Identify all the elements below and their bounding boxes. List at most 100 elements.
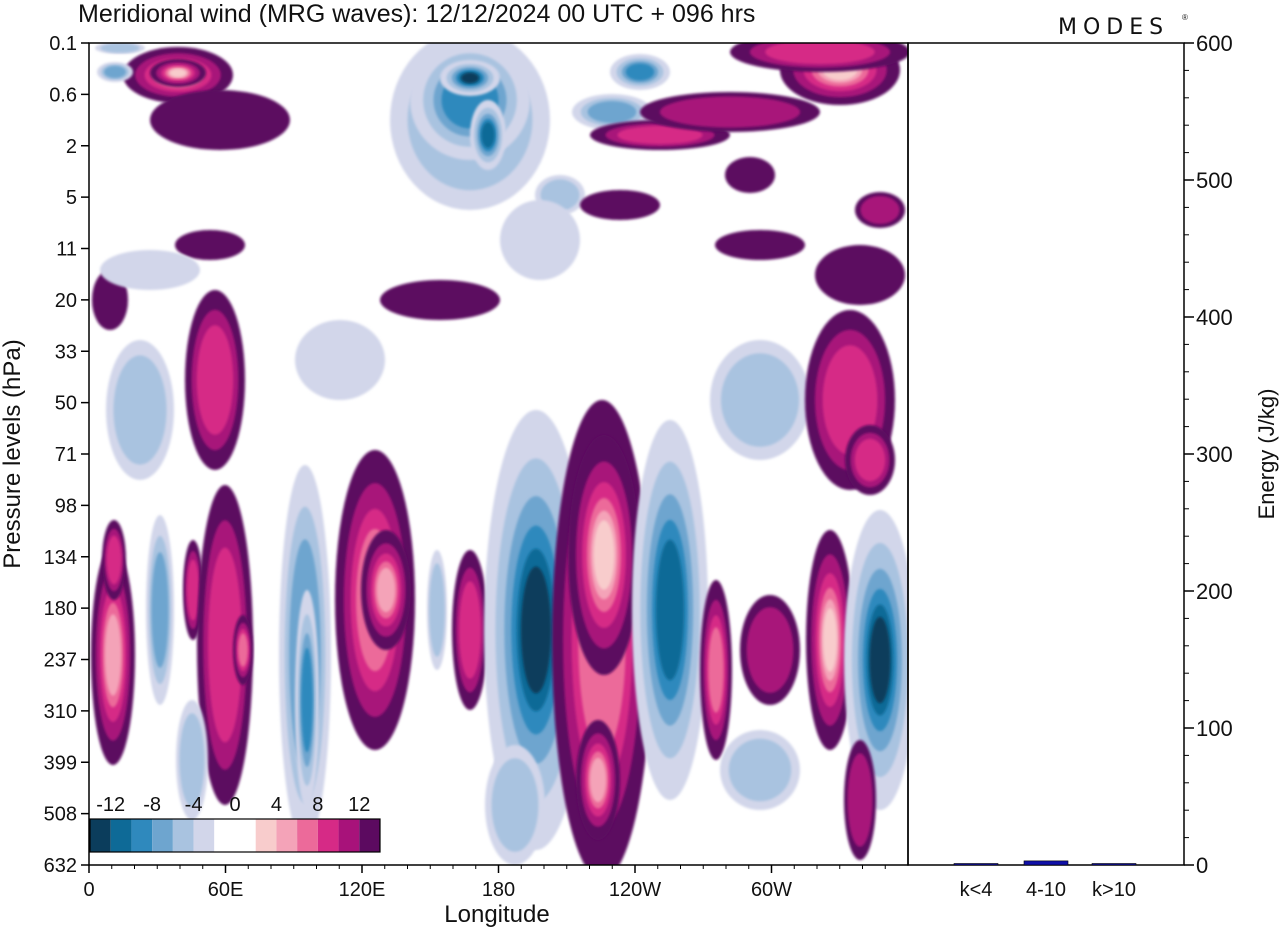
colorbar-swatch [276,819,298,852]
energy-tick-label: 500 [1196,168,1233,193]
positive-contour [854,438,886,482]
y-tick-label: 5 [66,187,77,209]
colorbar-swatch [359,819,380,852]
negative-contour [500,200,580,280]
negative-contour [587,101,637,123]
colorbar-swatch [193,819,215,852]
energy-tick-label: 400 [1196,305,1233,330]
negative-contour [301,647,313,753]
colorbar-swatch [297,819,318,852]
positive-contour [196,325,234,435]
energy-tick-label: 100 [1196,716,1233,741]
colorbar-label: -8 [143,794,161,816]
colorbar-label: 8 [312,794,323,816]
colorbar-swatch [317,819,339,852]
negative-contour [100,43,140,53]
y-tick-label: 310 [44,701,77,723]
colorbar-swatch [152,819,173,852]
colorbar-label: 12 [348,794,370,816]
x-tick-label: 60E [208,879,244,901]
heatmap-contours [91,43,908,865]
y-tick-label: 50 [55,393,77,415]
y-tick-label: 11 [56,239,77,261]
negative-contour [625,63,655,81]
energy-bar [953,863,999,866]
negative-contour [104,65,126,79]
y-tick-label: 71 [55,444,77,466]
x-axis-label: Longitude [444,901,549,928]
y-tick-label: 98 [55,495,77,517]
positive-contour [104,614,122,696]
positive-contour [169,68,187,78]
colorbar-frame [89,818,381,853]
colorbar-swatch [235,819,256,852]
positive-contour [593,520,615,590]
y-tick-label: 2 [66,136,77,158]
y-tick-label: 0.1 [49,33,77,55]
positive-contour [376,567,396,613]
positive-contour [715,230,805,260]
energy-bar [1091,863,1137,866]
modes-logo-mark: ® [1182,13,1188,22]
energy-bars [953,860,1137,866]
positive-contour [175,230,245,260]
negative-contour [113,355,167,465]
y-tick-label: 508 [44,804,77,826]
y-tick-label: 399 [44,752,77,774]
positive-contour [765,43,875,65]
energy-tick-label: 600 [1196,31,1233,56]
x-tick-label: 0 [83,879,94,901]
positive-contour [746,607,794,693]
positive-contour [725,157,775,193]
wavenumber-axis: k<4 4-10 k>10 [960,879,1136,901]
colorbar-swatch [131,819,153,852]
negative-contour [461,72,479,84]
y-tick-label: 632 [44,855,77,877]
colorbar-swatch [338,819,360,852]
positive-contour [186,559,200,621]
energy-panel-frame [907,42,1185,866]
y-axis-label: Pressure levels (hPa) [0,339,26,568]
x-tick-label: 60W [751,879,792,901]
modes-logo: MODES [1058,15,1169,40]
x-tick-label: 120W [609,879,661,901]
negative-contour [151,552,169,668]
negative-contour [655,539,685,681]
positive-contour [847,753,873,847]
negative-contour [869,616,891,704]
y-tick-label: 134 [44,547,77,569]
positive-contour [238,633,248,667]
wavenumber-label: k<4 [960,879,993,901]
y-tick-label: 237 [44,650,77,672]
positive-contour [106,535,122,585]
positive-contour [617,125,703,145]
negative-contour [179,713,205,807]
positive-contour [659,96,801,128]
positive-contour [459,581,481,679]
colorbar-swatch [90,819,111,852]
energy-axis-label: Energy (J/kg) [1254,389,1279,520]
x-tick-label: 180 [482,879,515,901]
energy-bar [1023,860,1069,866]
positive-contour [150,90,290,150]
wavenumber-label: 4-10 [1026,879,1066,901]
positive-contour [380,280,500,320]
colorbar-label: 4 [271,794,282,816]
pressure-axis: 0.1 0.6 2 5 11 20 33 50 71 98 134 180 237 310 399 508 63… [44,33,89,877]
negative-contour [481,122,495,148]
wavenumber-label: k>10 [1092,879,1136,901]
colorbar-label: -4 [185,794,203,816]
positive-contour [580,190,660,220]
positive-contour [589,757,607,803]
x-tick-label: 120E [339,879,386,901]
positive-contour [815,245,905,305]
colorbar-swatch [214,819,235,852]
longitude-axis: 0 60E 120E 180 120W 60W [83,865,886,901]
colorbar-swatch [110,819,132,852]
chart-title: Meridional wind (MRG waves): 12/12/2024 … [78,0,755,28]
y-tick-label: 33 [55,341,77,363]
negative-contour [491,758,539,852]
positive-contour [823,608,837,672]
